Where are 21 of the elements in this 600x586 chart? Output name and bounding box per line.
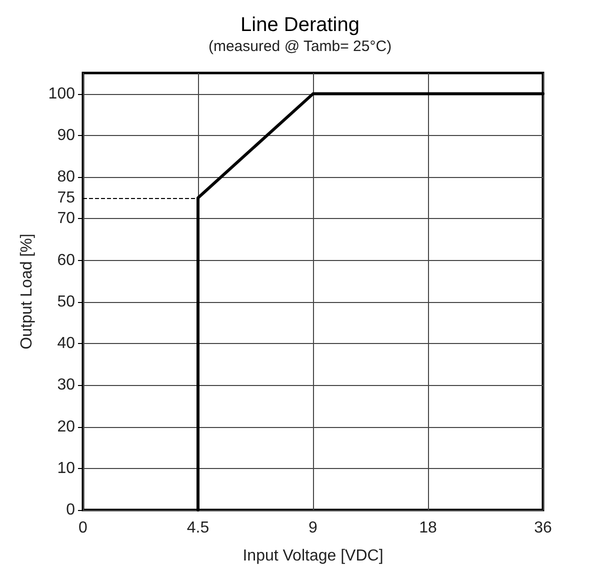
y-tick-label: 100	[48, 85, 76, 102]
y-tick-label: 50	[57, 293, 76, 310]
chart-title: Line Derating	[240, 14, 360, 36]
ref-line-label: 75	[57, 189, 76, 206]
y-tick-label: 70	[57, 210, 76, 228]
y-tick-label: 10	[57, 460, 76, 477]
y-tick-label: 60	[57, 252, 76, 269]
y-tick-label: 90	[57, 126, 76, 144]
x-tick-label: 18	[419, 520, 437, 536]
y-tick-label: 80	[57, 168, 76, 186]
x-tick-label: 9	[308, 520, 318, 536]
chart-subtitle: (measured @ Tamb= 25°C)	[208, 38, 392, 55]
y-tick-label: 30	[57, 376, 76, 394]
x-tick-label: 4.5	[186, 520, 210, 536]
y-tick-label: 40	[57, 335, 76, 352]
x-tick-label: 36	[534, 520, 552, 536]
y-axis-title: Output Load [%]	[18, 234, 36, 350]
y-tick-label: 0	[66, 502, 76, 518]
y-tick-label: 20	[57, 418, 76, 436]
x-axis-title: Input Voltage [VDC]	[242, 548, 384, 564]
x-tick-label: 0	[78, 520, 88, 536]
